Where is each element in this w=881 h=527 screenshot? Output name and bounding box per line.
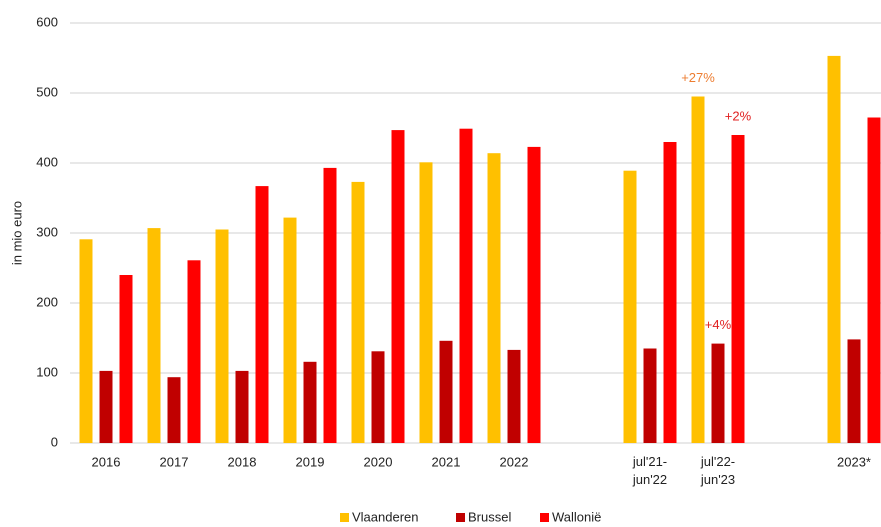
bar [419, 162, 433, 444]
legend-label: Vlaanderen [352, 509, 419, 524]
bar [827, 55, 841, 444]
bar [235, 370, 249, 443]
y-tick-label: 500 [36, 84, 58, 99]
bar [867, 117, 881, 443]
legend-swatch [456, 513, 465, 522]
y-tick-label: 100 [36, 364, 58, 379]
y-tick-label: 600 [36, 14, 58, 29]
bar [711, 343, 725, 443]
y-tick-label: 200 [36, 294, 58, 309]
x-tick-label: 2016 [92, 454, 121, 469]
bar [215, 229, 229, 443]
bar [283, 217, 297, 443]
bar [459, 128, 473, 443]
bar [167, 377, 181, 443]
x-tick-label: 2019 [296, 454, 325, 469]
bar [527, 146, 541, 443]
bar [691, 96, 705, 443]
bar [187, 260, 201, 443]
bar [79, 239, 93, 443]
bar [351, 181, 365, 443]
bar [323, 167, 337, 443]
y-tick-label: 300 [36, 224, 58, 239]
annotation: +27% [681, 70, 715, 85]
bar [847, 339, 861, 443]
x-tick-label: 2022 [500, 454, 529, 469]
bar [507, 349, 521, 443]
y-tick-label: 400 [36, 154, 58, 169]
x-tick-label: 2017 [160, 454, 189, 469]
x-tick-label: 2020 [364, 454, 393, 469]
y-axis-label: in mio euro [9, 201, 24, 265]
x-tick-label: jul'21-jun'22 [632, 454, 667, 487]
bar [731, 135, 745, 443]
annotation: +2% [725, 108, 752, 123]
x-tick-label: jul'22-jun'23 [700, 454, 735, 487]
bar [439, 340, 453, 443]
bar [119, 275, 133, 443]
bar [623, 170, 637, 443]
bar [371, 351, 385, 443]
annotation: +4% [705, 317, 732, 332]
bar [147, 228, 161, 443]
bar [99, 370, 113, 443]
bar [643, 348, 657, 443]
legend-swatch [540, 513, 549, 522]
bar [255, 186, 269, 443]
legend-swatch [340, 513, 349, 522]
y-tick-label: 0 [51, 434, 58, 449]
x-tick-label: 2021 [432, 454, 461, 469]
x-tick-label: 2023* [837, 454, 871, 469]
legend-label: Wallonië [552, 509, 601, 524]
bar [391, 130, 405, 443]
x-tick-label: 2018 [228, 454, 257, 469]
bar [663, 142, 677, 443]
legend-label: Brussel [468, 509, 511, 524]
bar [303, 361, 317, 443]
bar [487, 153, 501, 443]
